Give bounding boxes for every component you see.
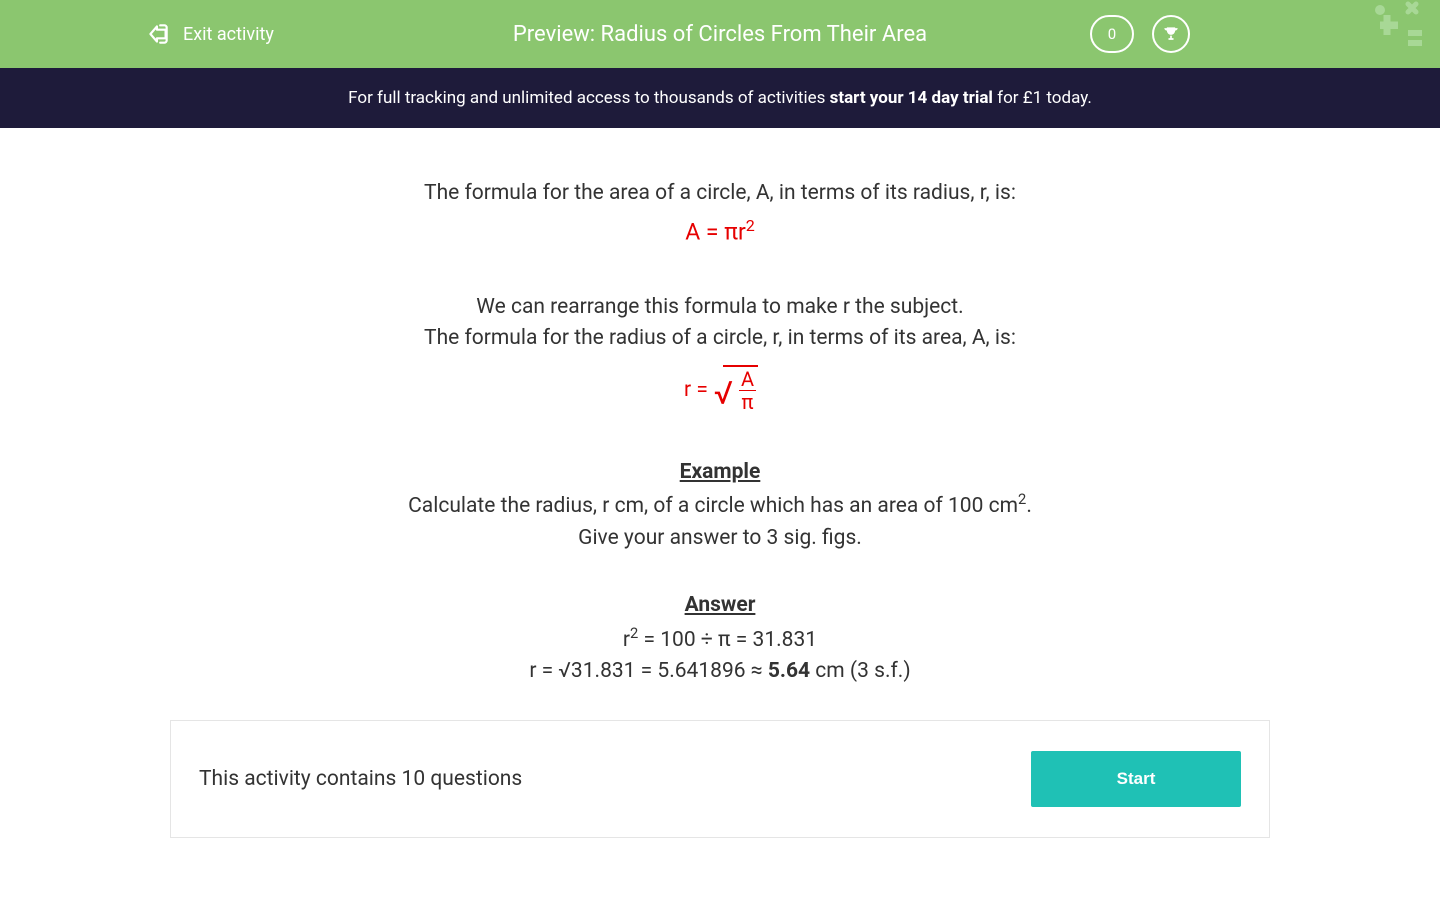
header-bar: Exit activity Preview: Radius of Circles… <box>0 0 1440 68</box>
answer-line2-suffix: cm (3 s.f.) <box>810 659 911 683</box>
example-heading: Example <box>190 457 1250 489</box>
example-section: Example Calculate the radius, r cm, of a… <box>190 457 1250 555</box>
exit-activity-label: Exit activity <box>183 24 274 45</box>
lesson-content: The formula for the area of a circle, A,… <box>170 128 1270 688</box>
fraction-numerator: A <box>739 368 756 391</box>
banner-bold: start your 14 day trial <box>830 88 993 108</box>
sqrt-icon: √ <box>714 369 733 417</box>
answer-heading: Answer <box>190 590 1250 622</box>
footer-text: This activity contains 10 questions <box>199 767 522 791</box>
answer-line-2: r = √31.831 = 5.641896 ≈ 5.64 cm (3 s.f.… <box>190 656 1250 688</box>
answer-line2-prefix: r = √31.831 = 5.641896 ≈ <box>529 659 767 683</box>
area-formula-base: A = πr <box>685 218 746 245</box>
answer-line1-prefix: r <box>623 628 630 652</box>
score-value: 0 <box>1108 25 1116 43</box>
answer-line1-rest: = 100 ÷ π = 31.831 <box>638 628 817 652</box>
fraction: A π <box>739 368 756 413</box>
banner-prefix: For full tracking and unlimited access t… <box>348 88 829 108</box>
header-right: 0 <box>1090 15 1190 53</box>
exit-activity-button[interactable]: Exit activity <box>145 21 274 47</box>
rearrange-section: We can rearrange this formula to make r … <box>190 292 1250 415</box>
answer-line-1: r2 = 100 ÷ π = 31.831 <box>190 622 1250 657</box>
intro-line: The formula for the area of a circle, A,… <box>190 178 1250 210</box>
area-formula-exp: 2 <box>746 216 755 235</box>
score-badge[interactable]: 0 <box>1090 15 1134 53</box>
rearrange-line: We can rearrange this formula to make r … <box>190 292 1250 324</box>
exit-icon <box>145 21 171 47</box>
trial-banner[interactable]: For full tracking and unlimited access t… <box>0 68 1440 128</box>
trophy-icon <box>1161 24 1181 44</box>
trophy-badge[interactable] <box>1152 15 1190 53</box>
example-q-prefix: Calculate the radius, r cm, of a circle … <box>408 494 1018 518</box>
example-instruction: Give your answer to 3 sig. figs. <box>190 523 1250 555</box>
answer-section: Answer r2 = 100 ÷ π = 31.831 r = √31.831… <box>190 590 1250 688</box>
example-question: Calculate the radius, r cm, of a circle … <box>190 488 1250 523</box>
example-q-suffix: . <box>1026 494 1032 518</box>
corner-decoration-icon <box>1370 0 1440 50</box>
page-title: Preview: Radius of Circles From Their Ar… <box>513 22 927 47</box>
start-button[interactable]: Start <box>1031 751 1241 807</box>
fraction-denominator: π <box>741 391 753 413</box>
area-formula: A = πr2 <box>190 214 1250 250</box>
radius-intro-line: The formula for the radius of a circle, … <box>190 323 1250 355</box>
footer-card: This activity contains 10 questions Star… <box>170 720 1270 838</box>
answer-line2-bold: 5.64 <box>768 659 810 683</box>
banner-suffix: for £1 today. <box>993 88 1092 108</box>
radius-formula-prefix: r = <box>684 375 708 407</box>
radius-formula: r = √ A π <box>684 367 756 415</box>
